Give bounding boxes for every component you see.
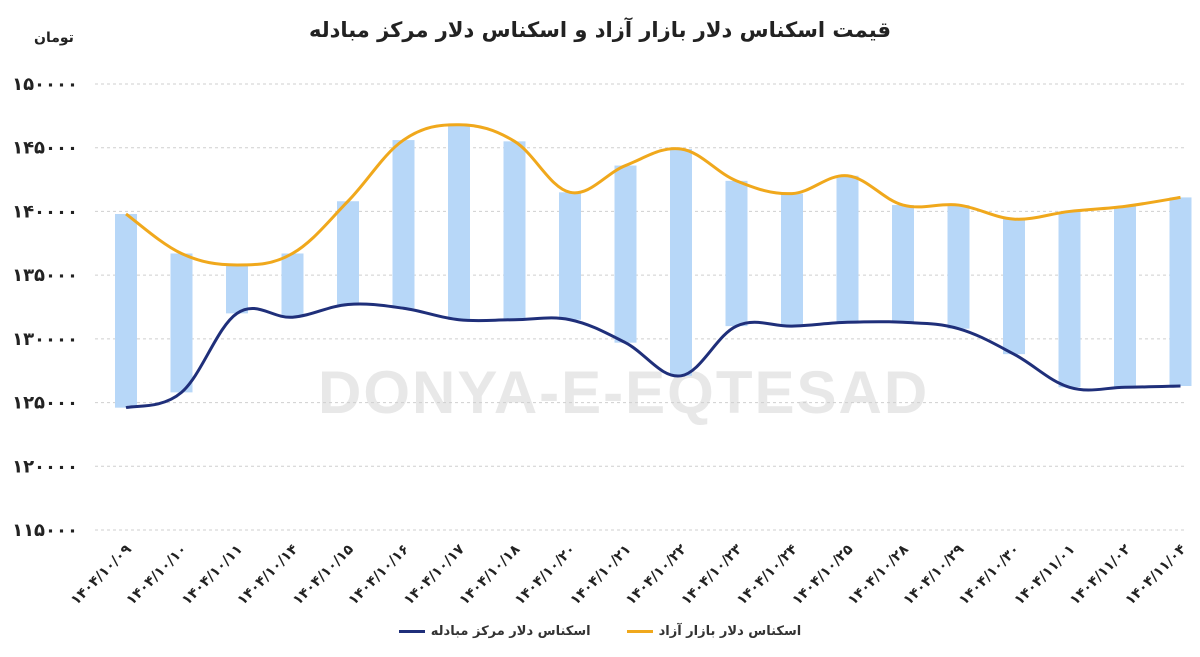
spread-bar <box>1058 211 1081 388</box>
spread-bar <box>947 205 970 329</box>
spread-bar <box>892 205 914 323</box>
spread-bar <box>226 264 248 314</box>
series-line-official <box>125 302 1181 410</box>
spread-bar <box>1114 206 1136 388</box>
y-tick-label: ۱۴۵۰۰۰ <box>12 138 78 159</box>
chart-title: قیمت اسکناس دلار بازار آزاد و اسکناس دلا… <box>308 18 892 42</box>
spread-bar <box>115 213 137 408</box>
x-tick-label: ۱۴۰۴/۱۱/۰۴ <box>1122 541 1189 608</box>
spread-bar <box>781 193 803 327</box>
spread-bar <box>392 140 415 309</box>
legend-item-official: اسکناس دلار مرکز مبادله <box>398 624 591 639</box>
y-tick-label: ۱۱۵۰۰۰ <box>12 520 78 541</box>
spread-bar <box>170 253 193 393</box>
legend-label-free-market: اسکناس دلار بازار آزاد <box>658 624 802 639</box>
y-tick-label: ۱۵۰۰۰۰ <box>12 74 78 95</box>
spread-bar <box>448 124 470 320</box>
legend: اسکناس دلار مرکز مبادله اسکناس دلار بازا… <box>0 624 1200 639</box>
legend-swatch-free-market <box>626 630 653 633</box>
spread-bar <box>1003 219 1025 355</box>
y-tick-label: ۱۳۵۰۰۰ <box>12 265 78 286</box>
spread-bar <box>559 192 581 320</box>
legend-item-free-market: اسکناس دلار بازار آزاد <box>626 624 802 639</box>
spread-bar <box>281 253 304 318</box>
spread-bar <box>670 148 692 376</box>
spread-bar <box>337 201 359 305</box>
spread-bar <box>725 180 748 327</box>
legend-label-official: اسکناس دلار مرکز مبادله <box>430 624 591 639</box>
spread-bar <box>836 175 859 323</box>
y-tick-label: ۱۴۰۰۰۰ <box>12 201 78 222</box>
legend-swatch-official <box>398 630 425 633</box>
y-axis-unit-label: تومان <box>34 30 74 46</box>
spread-bar <box>1169 197 1192 387</box>
y-tick-label: ۱۲۰۰۰۰ <box>12 456 78 477</box>
spread-bar <box>503 141 526 320</box>
y-tick-label: ۱۲۵۰۰۰ <box>12 393 78 414</box>
y-tick-label: ۱۳۰۰۰۰ <box>12 329 78 350</box>
watermark-text: DONYA-E-EQTESAD <box>318 359 930 426</box>
series-line-free-market <box>125 123 1181 267</box>
spread-bar <box>614 165 637 343</box>
